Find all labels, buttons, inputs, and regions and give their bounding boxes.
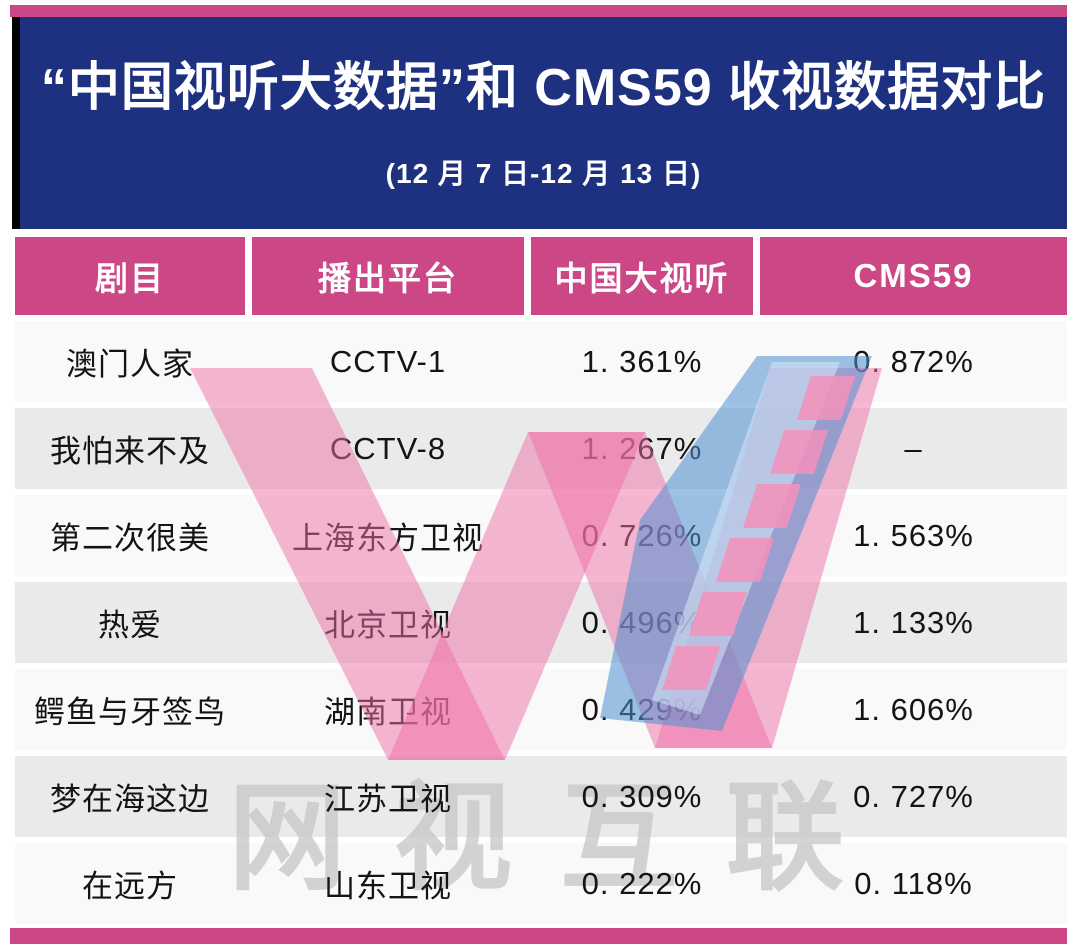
table-cell: 湖南卫视 xyxy=(324,695,452,730)
table-cell: 上海东方卫视 xyxy=(292,521,484,556)
header-cell-0: 剧目 xyxy=(15,237,245,315)
row-stripe xyxy=(15,756,1067,837)
table-cell: 我怕来不及 xyxy=(50,434,210,469)
table-cell: 山东卫视 xyxy=(324,869,452,904)
table-cell: 0. 118% xyxy=(854,865,973,901)
table-cell: 1. 133% xyxy=(853,604,974,640)
table-cell: – xyxy=(904,430,923,466)
table-header-row: 剧目 播出平台 中国大视听 CMS59 xyxy=(15,237,1067,315)
table-cell: 0. 429% xyxy=(581,691,703,727)
top-accent-bar xyxy=(10,5,1067,17)
table-row: 澳门人家 CCTV-1 1. 361% 0. 872% xyxy=(15,321,1067,402)
header-cell-3: CMS59 xyxy=(760,237,1067,315)
table-body: 澳门人家 CCTV-1 1. 361% 0. 872% 我怕来不及 CCTV-8 1. 26… xyxy=(15,321,1067,924)
title-banner: “中国视听大数据”和 CMS59 收视数据对比 (12 月 7 日-12 月 1… xyxy=(12,17,1067,229)
table-cell: 鳄鱼与牙签鸟 xyxy=(34,695,226,730)
table-cell: 0. 309% xyxy=(581,778,703,814)
table-cell: 1. 563% xyxy=(853,517,974,553)
table-cell: 在远方 xyxy=(82,869,178,904)
table-row: 鳄鱼与牙签鸟 湖南卫视 0. 429% 1. 606% xyxy=(15,669,1067,750)
table-cell: 梦在海这边 xyxy=(50,782,210,817)
table-row: 在远方 山东卫视 0. 222% 0. 118% xyxy=(15,843,1067,924)
table-cell: 0. 872% xyxy=(853,343,974,379)
table-cell: 1. 606% xyxy=(853,691,974,727)
date-range-subtitle: (12 月 7 日-12 月 13 日) xyxy=(385,157,702,189)
page-title: “中国视听大数据”和 CMS59 收视数据对比 xyxy=(40,59,1047,118)
comparison-table: 剧目 播出平台 中国大视听 CMS59 澳门人家 CCTV-1 1. 361% 0. 872… xyxy=(15,237,1067,924)
table-cell: 第二次很美 xyxy=(50,521,210,556)
table-cell: CCTV-8 xyxy=(329,430,447,466)
table-cell: 江苏卫视 xyxy=(324,782,452,817)
table-row: 我怕来不及 CCTV-8 1. 267% – xyxy=(15,408,1067,489)
table-cell: 1. 361% xyxy=(581,343,703,379)
table-cell: 0. 727% xyxy=(853,778,974,814)
bottom-accent-bar xyxy=(10,928,1067,944)
header-cell-1: 播出平台 xyxy=(252,237,524,315)
table-cell: 0. 496% xyxy=(581,604,703,640)
table-row: 梦在海这边 江苏卫视 0. 309% 0. 727% xyxy=(15,756,1067,837)
table-cell: 0. 726% xyxy=(581,517,703,553)
row-stripe xyxy=(15,843,1067,924)
table-row: 热爱 北京卫视 0. 496% 1. 133% xyxy=(15,582,1067,663)
table-cell: 1. 267% xyxy=(581,430,703,466)
table-cell: CCTV-1 xyxy=(329,343,447,379)
table-row: 第二次很美 上海东方卫视 0. 726% 1. 563% xyxy=(15,495,1067,576)
table-cell: 0. 222% xyxy=(581,865,703,901)
table-cell: 热爱 xyxy=(98,608,162,643)
header-cell-2: 中国大视听 xyxy=(531,237,753,315)
watermark-logo-text: 网视互联 xyxy=(228,773,893,905)
table-cell: 澳门人家 xyxy=(66,347,194,382)
table-cell: 北京卫视 xyxy=(324,608,452,643)
